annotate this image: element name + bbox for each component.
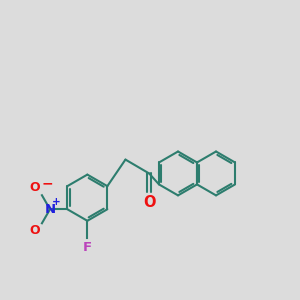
Text: −: − (42, 176, 53, 190)
Text: N: N (44, 203, 56, 216)
Text: O: O (143, 195, 155, 210)
Text: O: O (29, 224, 40, 237)
Text: F: F (83, 241, 92, 254)
Text: O: O (29, 181, 40, 194)
Text: +: + (52, 197, 61, 207)
